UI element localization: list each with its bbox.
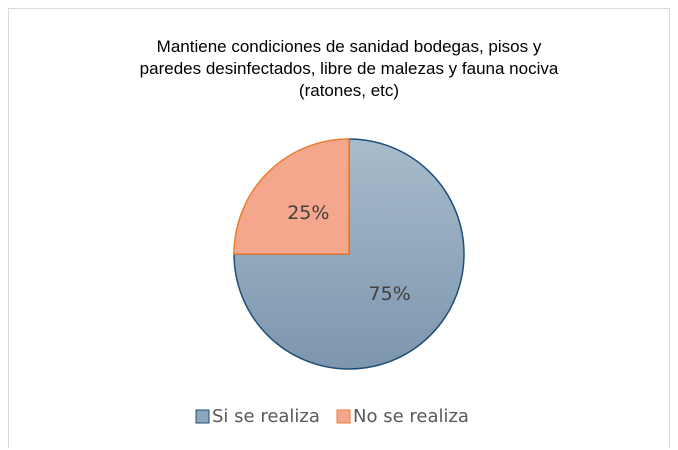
pie-slice [233,138,465,370]
data-label: 75% [369,283,411,305]
chart-title: Mantiene condiciones de sanidad bodegas,… [139,37,559,100]
legend-swatch [195,409,210,424]
legend-swatch [336,409,351,424]
pie-slice [233,138,350,255]
chart-frame [8,8,670,448]
legend-label: No se realiza [353,406,469,427]
data-label: 25% [287,202,329,224]
legend-label: Si se realiza [212,406,320,427]
